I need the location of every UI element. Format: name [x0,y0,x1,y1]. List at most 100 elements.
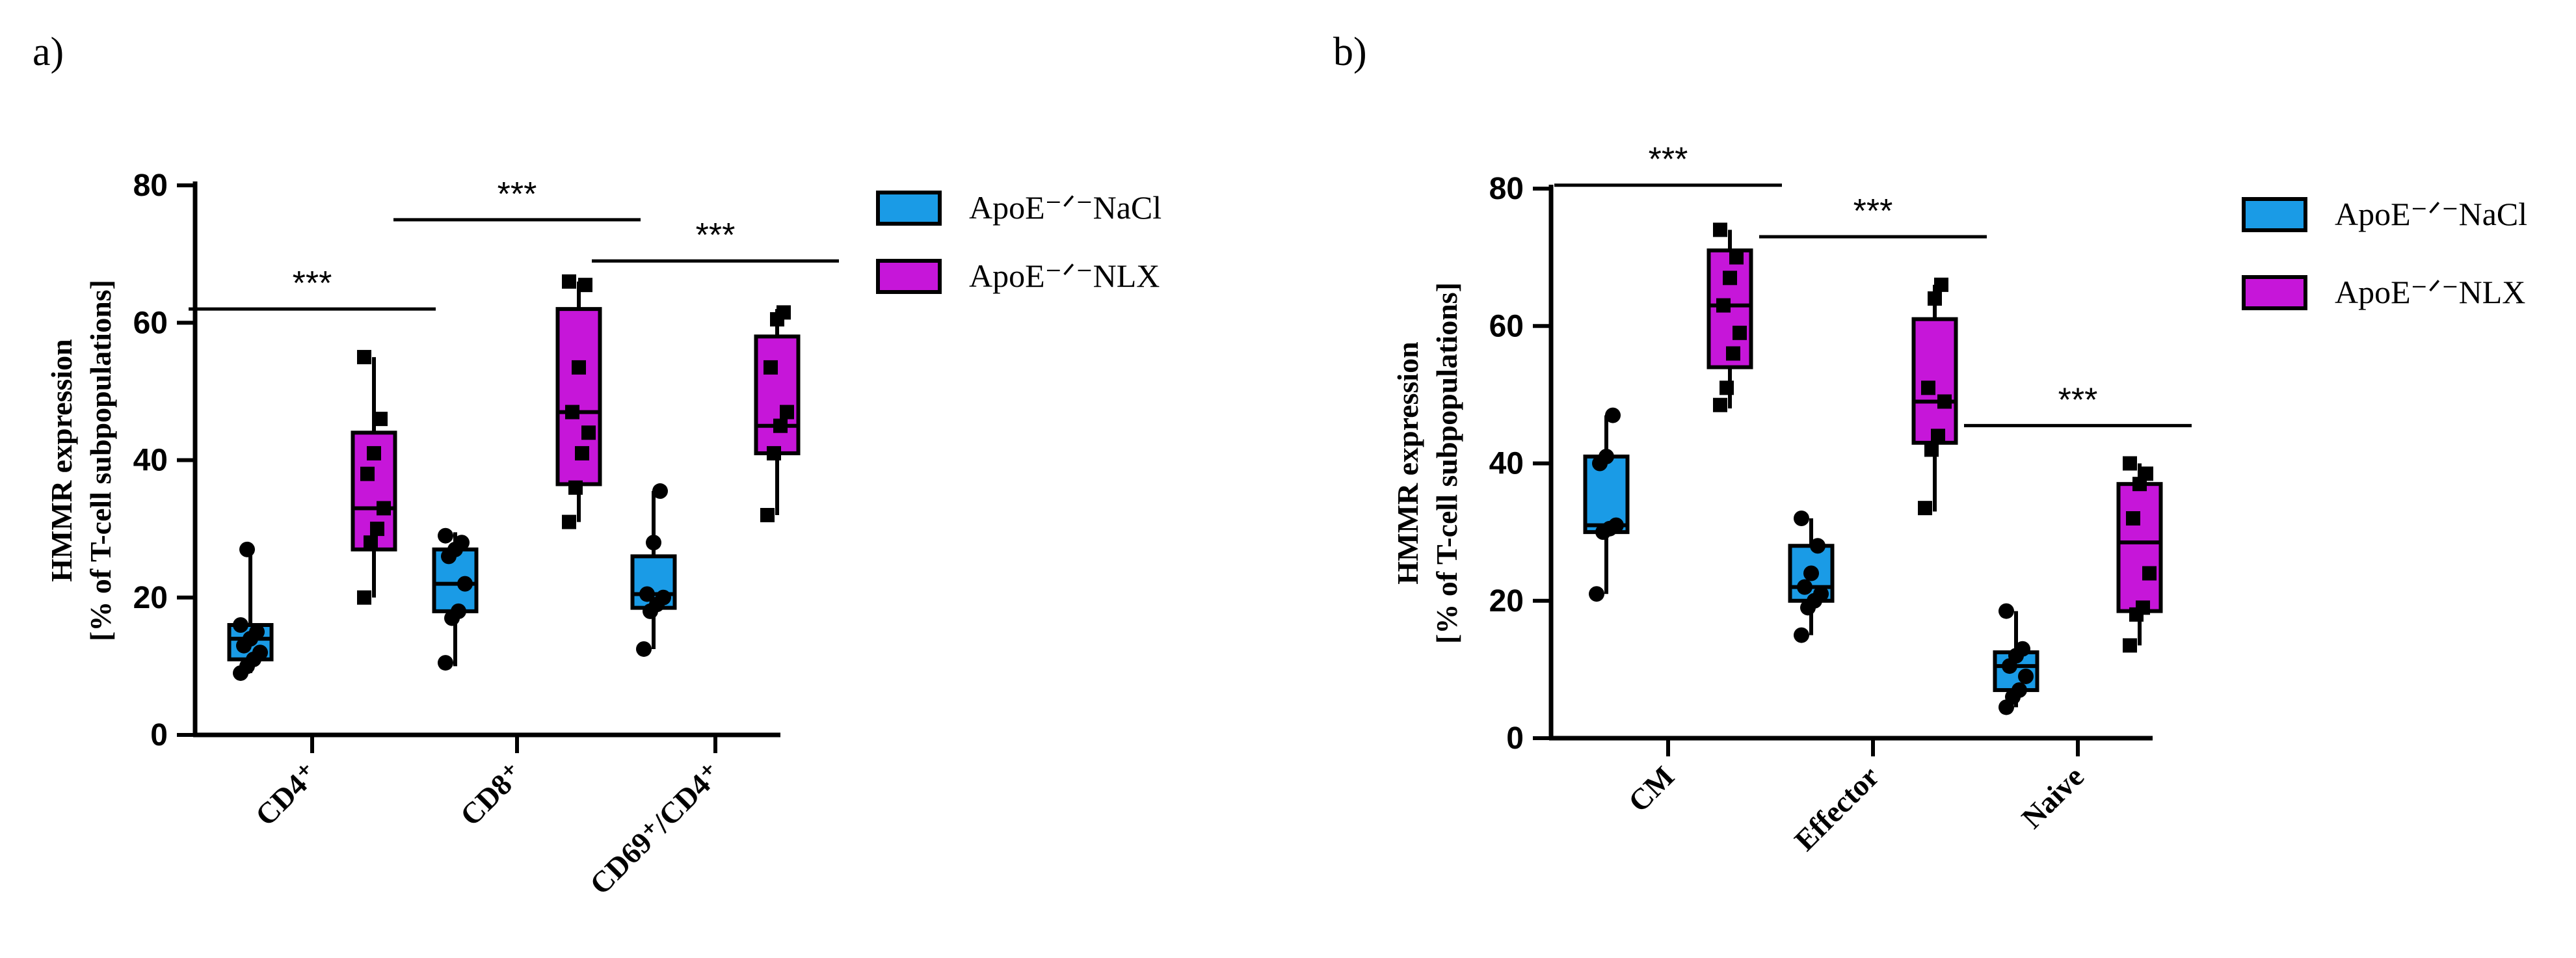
data-point [357,350,371,365]
data-point [764,360,778,375]
data-point [438,655,453,671]
panel-b: b) HMMR expression [% of T-cell subpopulat… [1333,30,2527,857]
significance-label: *** [1649,141,1688,179]
data-point [656,589,671,605]
data-point [1998,603,2014,619]
data-point [777,305,791,320]
y-tick-label: 80 [133,168,168,203]
data-point [1810,538,1826,554]
data-point [2012,682,2027,699]
data-point [1720,380,1734,395]
data-point [572,360,586,375]
y-axis-title-line1: HMMR expression [45,339,78,582]
data-point [1931,429,1945,444]
legend-swatch [2242,275,2307,310]
legend-label: ApoE⁻ᐟ⁻NaCl [2335,196,2527,232]
data-point [2015,641,2030,657]
box [2116,482,2163,613]
y-tick-label: 40 [133,444,168,478]
data-point [1599,448,1614,464]
data-point [646,535,661,551]
y-tick-label: 60 [1489,309,1524,343]
data-point [367,446,381,460]
significance-label: *** [1853,193,1893,230]
data-point [1803,565,1819,581]
data-point [239,541,255,557]
data-point [2126,511,2140,526]
legend-swatch [2242,197,2307,232]
data-point [233,617,248,633]
data-point [438,527,453,544]
data-point [1797,579,1812,595]
data-point [360,466,375,481]
legend-swatch [876,191,942,226]
data-point [1937,394,1952,409]
data-point [652,483,668,499]
data-point [581,425,596,440]
data-point [1713,222,1727,237]
legend-label: ApoE⁻ᐟ⁻NLX [2335,274,2525,310]
data-point [2123,638,2137,653]
legend-swatch [876,259,942,294]
panel-a: a) HMMR expression [% of T-cell subpopulat… [33,30,1162,901]
data-point [2139,466,2153,481]
data-point [370,522,384,537]
data-point [1723,271,1737,286]
data-point [639,586,655,602]
x-tick-label: CD69⁺/CD4⁺ [583,756,728,901]
panel-label: a) [33,30,64,74]
data-point [377,501,391,516]
panel-label: b) [1333,30,1367,74]
data-point [252,645,268,661]
data-point [562,274,576,289]
y-tick-label: 0 [150,718,168,752]
y-axis-title-line1: HMMR expression [1391,341,1424,585]
data-point [373,412,388,427]
significance-label: *** [2058,381,2098,419]
significance-label: *** [498,176,537,213]
data-point [760,508,775,522]
data-point [636,641,652,657]
data-point [1729,250,1744,265]
data-point [1608,517,1624,533]
data-point [578,278,592,293]
data-point [1813,586,1829,602]
y-tick-label: 0 [1506,721,1524,756]
y-axis-title-line2: [% of T-cell subpopulations] [84,280,117,641]
data-point [451,603,466,619]
y-tick-label: 20 [1489,584,1524,619]
box [754,334,801,455]
data-point [1794,511,1809,526]
data-point [1924,442,1939,457]
significance-label: *** [696,217,736,254]
data-point [1733,325,1747,340]
legend-label: ApoE⁻ᐟ⁻NaCl [969,189,1162,226]
data-point [1726,346,1740,361]
data-point [454,535,470,551]
y-tick-label: 80 [1489,172,1524,206]
x-tick-label: Naive [2015,760,2091,835]
data-point [1716,298,1731,313]
data-point [1918,501,1932,516]
data-point [1921,380,1935,395]
legend-label: ApoE⁻ᐟ⁻NLX [969,258,1160,294]
data-point [767,446,781,460]
data-point [1934,277,1948,292]
x-tick-label: CD4⁺ [249,756,325,832]
data-point [562,514,576,529]
data-point [2136,600,2150,615]
data-point [2142,566,2157,581]
data-point [457,576,473,592]
data-point [2123,456,2137,471]
data-point [1928,291,1942,306]
data-point [1605,407,1621,423]
data-point [565,405,579,419]
data-point [357,590,371,605]
data-point [780,405,794,419]
data-point [249,624,265,640]
y-tick-label: 40 [1489,447,1524,481]
data-point [1713,397,1727,412]
y-tick-label: 20 [133,581,168,615]
data-point [575,446,589,460]
